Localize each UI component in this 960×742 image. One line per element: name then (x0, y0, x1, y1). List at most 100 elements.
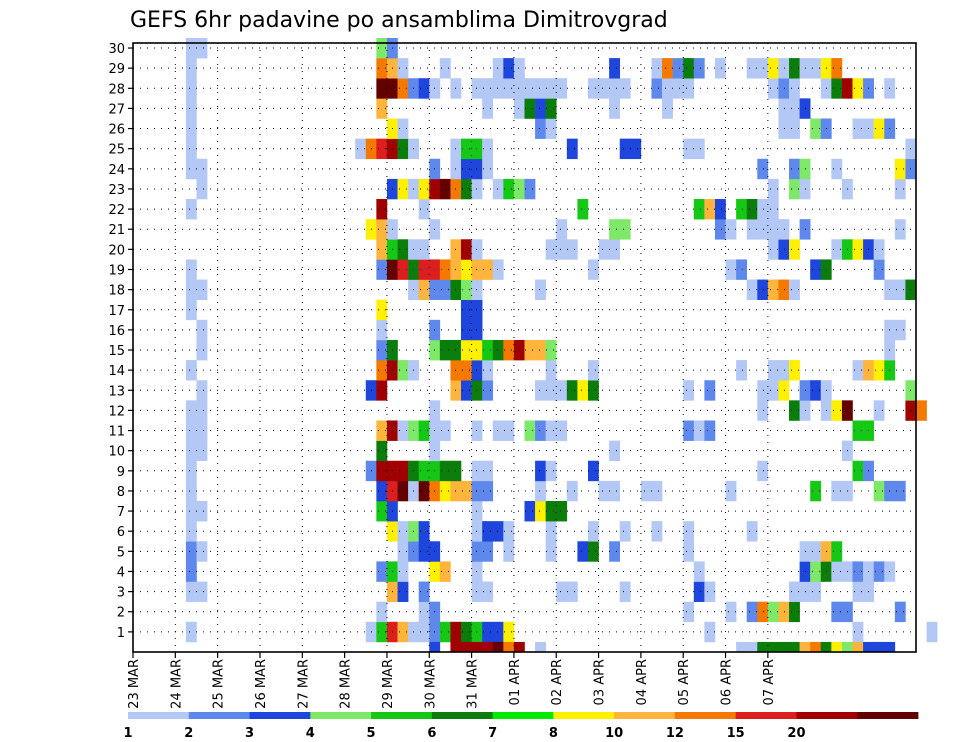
heatmap-cell (397, 360, 409, 381)
heatmap-cell (725, 480, 737, 502)
heatmap-cell (926, 621, 938, 643)
heatmap-cell (492, 58, 504, 79)
heatmap-cell (873, 259, 885, 280)
y-tick-label: 1 (117, 626, 125, 641)
y-tick-label: 27 (108, 102, 125, 117)
heatmap-cell (482, 621, 494, 643)
heatmap-cell (894, 319, 906, 341)
heatmap-cell (492, 521, 504, 542)
heatmap-cell (545, 420, 557, 441)
y-tick-label: 3 (117, 586, 125, 601)
heatmap-cell (376, 199, 388, 220)
heatmap-cell (513, 98, 525, 119)
heatmap-cell (757, 219, 769, 240)
heatmap-cell (778, 380, 790, 401)
heatmap-cell (873, 561, 885, 582)
heatmap-cell (196, 279, 208, 300)
x-tick-label: 29 MAR (381, 659, 396, 709)
heatmap-cell (461, 319, 472, 341)
heatmap-cell (894, 480, 906, 502)
heatmap-cell (736, 259, 747, 280)
heatmap-cell (873, 480, 885, 502)
heatmap-cell (196, 319, 208, 341)
heatmap-cell (471, 339, 483, 361)
heatmap-cell (789, 581, 800, 602)
heatmap-cell (609, 219, 621, 240)
heatmap-cell (662, 98, 673, 119)
heatmap-cell (397, 460, 409, 482)
heatmap-cell (196, 380, 208, 401)
y-tick-label: 11 (108, 425, 125, 440)
heatmap-cell (185, 420, 197, 441)
heatmap-cell (471, 239, 483, 260)
heatmap-cell (820, 641, 832, 653)
heatmap-cell (789, 400, 800, 421)
heatmap-cell (894, 158, 906, 180)
heatmap-cell (683, 380, 695, 401)
heatmap-cell (439, 279, 451, 300)
heatmap-cell (767, 78, 779, 99)
heatmap-cell (397, 621, 409, 643)
heatmap-cell (693, 561, 705, 582)
heatmap-cell (789, 641, 800, 653)
heatmap-cell (418, 239, 430, 260)
y-tick-label: 29 (108, 62, 125, 77)
legend-label: 5 (367, 726, 376, 741)
heatmap-cell (397, 118, 409, 139)
heatmap-cell (397, 58, 409, 79)
heatmap-cell (185, 621, 197, 643)
heatmap-cell (556, 501, 568, 522)
heatmap-cell (471, 158, 483, 180)
x-tick-label: 04 APR (635, 659, 650, 705)
heatmap-cell (757, 279, 769, 300)
heatmap-cell (471, 279, 483, 300)
heatmap-cell (196, 37, 208, 59)
legend-swatch (128, 712, 190, 719)
heatmap-cell (482, 460, 494, 482)
heatmap-cell (397, 239, 409, 260)
heatmap-cell (577, 380, 589, 401)
heatmap-cell (196, 400, 208, 421)
heatmap-cell (545, 78, 557, 99)
heatmap-cell (461, 339, 472, 361)
y-tick-label: 18 (108, 284, 125, 299)
heatmap-cell (767, 279, 779, 300)
heatmap-cell (587, 380, 599, 401)
heatmap-cell (503, 78, 515, 99)
legend-label: 12 (666, 726, 684, 741)
heatmap-cell (894, 601, 906, 623)
heatmap-cell (693, 581, 705, 602)
heatmap-cell (894, 178, 906, 200)
y-tick-label: 30 (108, 42, 125, 57)
heatmap-cell (471, 641, 483, 653)
heatmap-cell (471, 561, 483, 582)
heatmap-cell (577, 541, 589, 562)
heatmap-cell (810, 480, 822, 502)
heatmap-cell (577, 199, 589, 220)
heatmap-cell (397, 521, 409, 542)
heatmap-cell (566, 380, 578, 401)
y-tick-label: 12 (108, 404, 125, 419)
heatmap-cell (461, 138, 472, 160)
chart-title: GEFS 6hr padavine po ansamblima Dimitrov… (130, 8, 668, 33)
heatmap-cell (418, 480, 430, 502)
legend-swatch (735, 712, 797, 719)
heatmap-cell (376, 78, 388, 99)
heatmap-cell (418, 259, 430, 280)
heatmap-cell (778, 219, 790, 240)
heatmap-cell (683, 420, 695, 441)
legend-label: 20 (787, 726, 805, 741)
heatmap-cell (461, 621, 472, 643)
heatmap-cell (196, 501, 208, 522)
heatmap-cell (450, 641, 462, 653)
heatmap-cell (831, 541, 843, 562)
x-tick-label: 28 MAR (339, 659, 354, 709)
heatmap-cell (767, 178, 779, 200)
heatmap-cell (185, 541, 197, 562)
heatmap-cell (556, 581, 568, 602)
heatmap-cell (545, 360, 557, 381)
heatmap-cell (418, 581, 430, 602)
x-tick-label: 25 MAR (212, 659, 227, 709)
heatmap-cell (482, 521, 494, 542)
